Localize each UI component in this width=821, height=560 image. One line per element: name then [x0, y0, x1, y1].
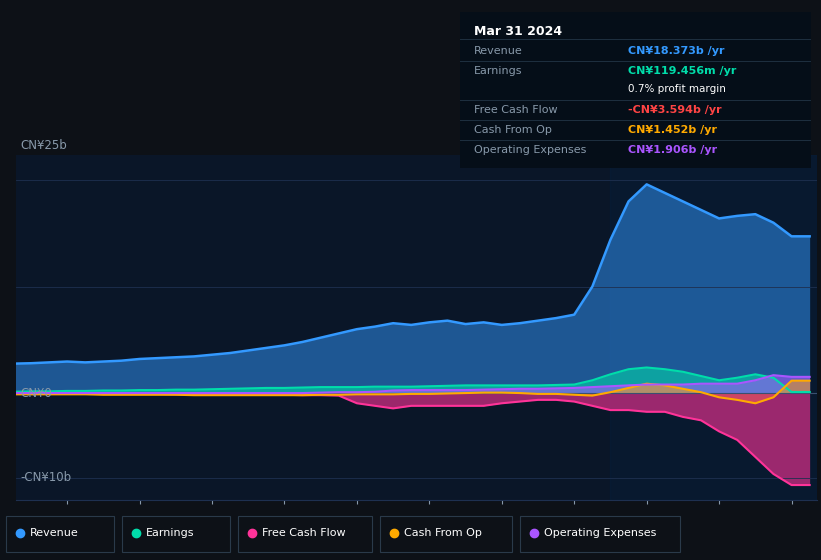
Text: Cash From Op: Cash From Op: [404, 528, 482, 538]
Bar: [611, 155, 817, 500]
Text: CN¥18.373b /yr: CN¥18.373b /yr: [628, 46, 725, 56]
Text: CN¥0: CN¥0: [21, 386, 53, 400]
Text: Revenue: Revenue: [474, 46, 522, 56]
Text: Mar 31 2024: Mar 31 2024: [474, 25, 562, 38]
Text: CN¥25b: CN¥25b: [21, 139, 67, 152]
Text: -CN¥10b: -CN¥10b: [21, 470, 71, 484]
Text: CN¥1.452b /yr: CN¥1.452b /yr: [628, 125, 718, 135]
Text: Cash From Op: Cash From Op: [474, 125, 552, 135]
Text: Revenue: Revenue: [30, 528, 79, 538]
Text: -CN¥3.594b /yr: -CN¥3.594b /yr: [628, 105, 722, 115]
Text: Earnings: Earnings: [474, 67, 522, 77]
Text: 0.7% profit margin: 0.7% profit margin: [628, 83, 727, 94]
Text: Free Cash Flow: Free Cash Flow: [474, 105, 557, 115]
Text: Operating Expenses: Operating Expenses: [544, 528, 656, 538]
Text: CN¥1.906b /yr: CN¥1.906b /yr: [628, 145, 718, 155]
Text: Free Cash Flow: Free Cash Flow: [262, 528, 346, 538]
Text: Operating Expenses: Operating Expenses: [474, 145, 586, 155]
Text: CN¥119.456m /yr: CN¥119.456m /yr: [628, 67, 736, 77]
Text: Earnings: Earnings: [146, 528, 195, 538]
